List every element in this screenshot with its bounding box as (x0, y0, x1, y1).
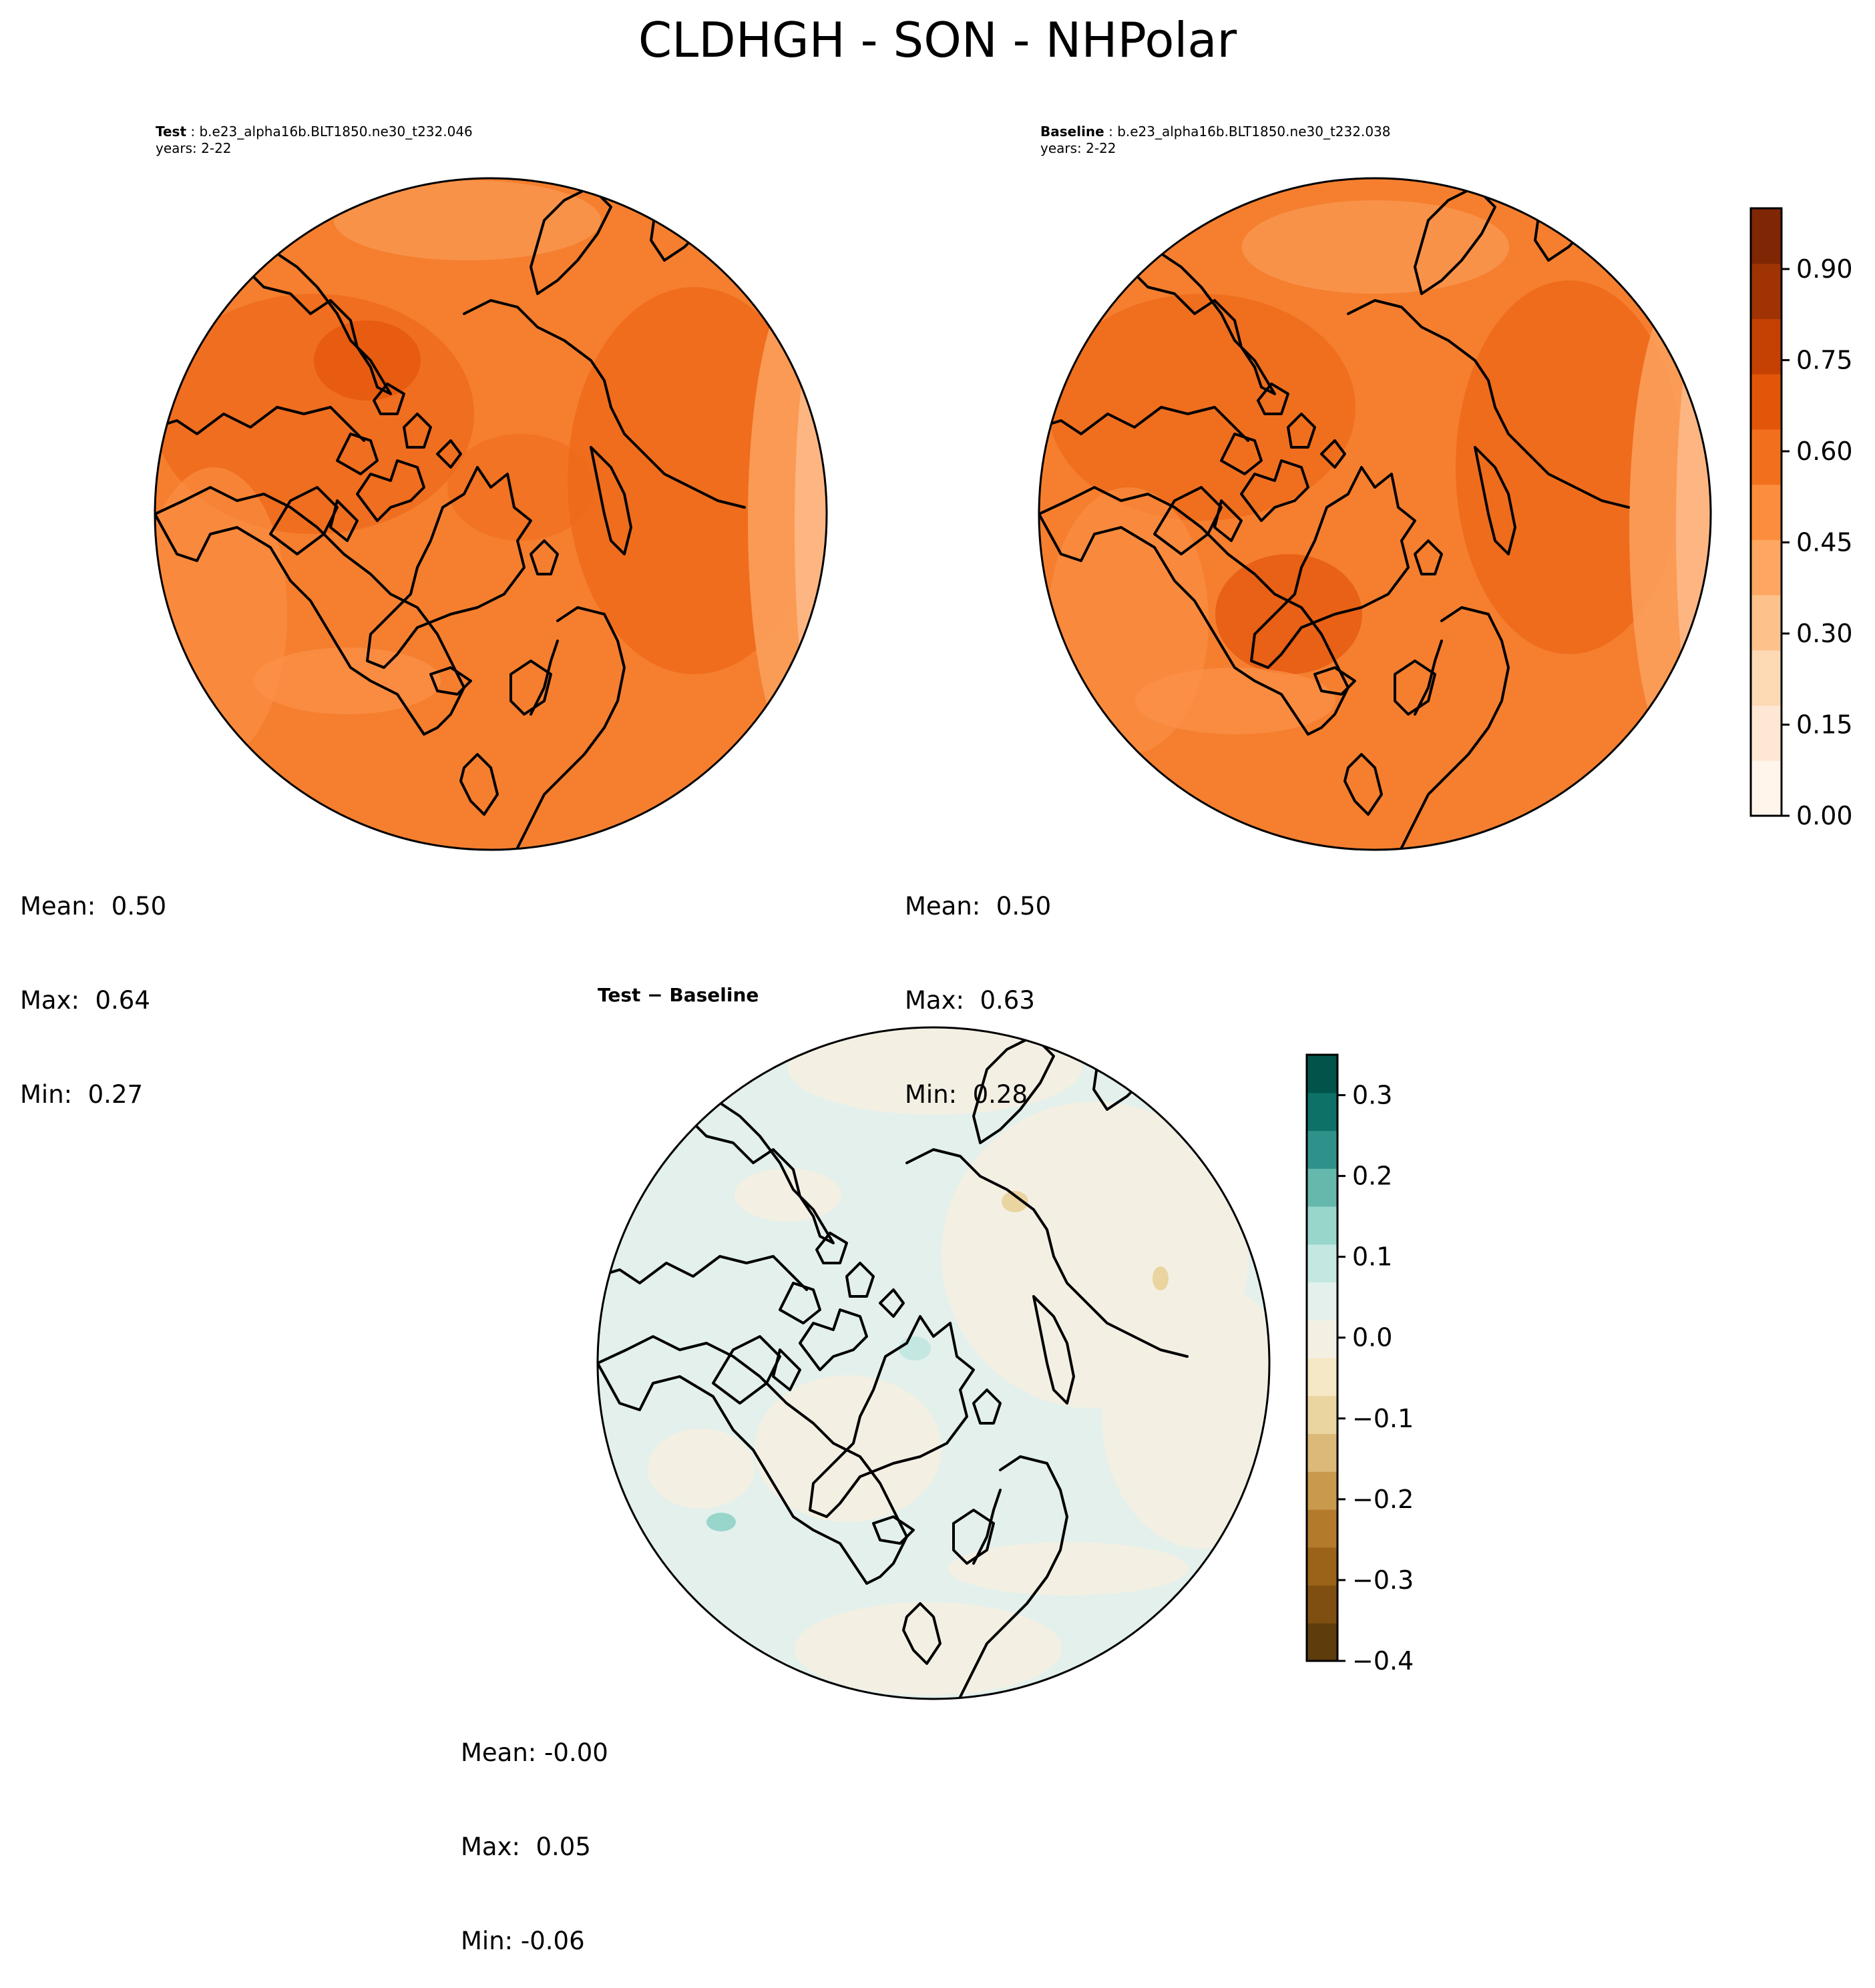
colorbar-main-color-step (1751, 650, 1782, 706)
colorbar-diff-color-step (1307, 1055, 1337, 1093)
test-years: years: 2-22 (156, 140, 232, 156)
diff-panel-header: Test − Baseline (598, 984, 759, 1006)
colorbar-diff-tick-label: −0.1 (1352, 1404, 1414, 1433)
colorbar-main-tick-label: 0.90 (1796, 254, 1853, 284)
test-mean: Mean: 0.50 (20, 892, 167, 921)
colorbar-main-tick-label: 0.30 (1796, 619, 1853, 648)
colorbar-main-color-step (1751, 539, 1782, 595)
colorbar-main-tick-label: 0.45 (1796, 528, 1853, 557)
colorbar-main-tick-label: 0.60 (1796, 437, 1853, 466)
colorbar-diff-color-step (1307, 1433, 1337, 1472)
colorbar-diff-color-step (1307, 1206, 1337, 1245)
colorbar-diff-color-step (1307, 1471, 1337, 1510)
test-panel-header: Test : b.e23_alpha16b.BLT1850.ne30_t232.… (156, 123, 473, 156)
colorbar-main-tick-label: 0.00 (1796, 801, 1853, 830)
colorbar-diff-tick-label: 0.3 (1352, 1081, 1392, 1110)
colorbar-diff-color-step (1307, 1547, 1337, 1586)
test-max: Max: 0.64 (20, 986, 150, 1015)
diff-map (596, 1026, 1271, 1700)
colorbar-main-tick-label: 0.15 (1796, 710, 1853, 740)
colorbar-main-color-step (1751, 484, 1782, 540)
colorbar-main-color-step (1751, 760, 1782, 816)
colorbar-diff-tick-label: −0.3 (1352, 1565, 1414, 1595)
colorbar-diff-color-step (1307, 1623, 1337, 1662)
colorbar-diff-tick-label: 0.0 (1352, 1323, 1392, 1352)
diff-max: Max: 0.05 (461, 1832, 591, 1861)
figure-title: CLDHGH - SON - NHPolar (638, 12, 1237, 68)
test-min: Min: 0.27 (20, 1080, 144, 1109)
baseline-case-name: b.e23_alpha16b.BLT1850.ne30_t232.038 (1117, 123, 1391, 140)
colorbar-main-frame (1749, 207, 1783, 817)
baseline-years: years: 2-22 (1040, 140, 1116, 156)
colorbar-main-tick-label: 0.75 (1796, 346, 1853, 375)
colorbar-diff-color-step (1307, 1320, 1337, 1358)
baseline-stats: Mean: 0.50 Max: 0.63 Min: 0.28 (905, 828, 1051, 1142)
colorbar-diff-frame (1305, 1053, 1339, 1662)
diff-min: Min: -0.06 (461, 1927, 585, 1955)
test-case-name: b.e23_alpha16b.BLT1850.ne30_t232.046 (199, 123, 473, 140)
colorbar-main-color-step (1751, 429, 1782, 485)
colorbar-diff-tick-label: −0.2 (1352, 1485, 1414, 1514)
colorbar-diff-color-step (1307, 1509, 1337, 1548)
baseline-map (1038, 177, 1712, 851)
colorbar-diff-tick-label: −0.4 (1352, 1646, 1414, 1676)
colorbar-diff-color-step (1307, 1358, 1337, 1397)
colorbar-main: 0.00 0.15 0.30 0.45 0.60 0.75 0.90 (1749, 207, 1853, 830)
colorbar-diff-color-step (1307, 1585, 1337, 1624)
test-label: Test (156, 123, 187, 140)
diff-stats: Mean: -0.00 Max: 0.05 Min: -0.06 (461, 1674, 608, 1988)
colorbar-main-color-step (1751, 374, 1782, 430)
colorbar-diff: −0.4 −0.3 −0.2 −0.1 0.0 0.1 0.2 0.3 (1305, 1053, 1414, 1676)
colorbar-main-color-step (1751, 595, 1782, 651)
test-stats: Mean: 0.50 Max: 0.64 Min: 0.27 (20, 828, 166, 1142)
colorbar-diff-color-step (1307, 1130, 1337, 1169)
colorbar-main-color-step (1751, 263, 1782, 320)
colorbar-main-color-step (1751, 318, 1782, 375)
colorbar-diff-tick-label: 0.1 (1352, 1242, 1392, 1272)
baseline-min: Min: 0.28 (905, 1080, 1028, 1109)
baseline-panel-header: Baseline : b.e23_alpha16b.BLT1850.ne30_t… (1040, 123, 1391, 156)
test-map (154, 177, 828, 851)
colorbar-main-color-step (1751, 705, 1782, 761)
baseline-mean: Mean: 0.50 (905, 892, 1052, 921)
colorbar-main-color-step (1751, 208, 1782, 264)
colorbar-diff-color-step (1307, 1168, 1337, 1207)
baseline-max: Max: 0.63 (905, 986, 1035, 1015)
diff-mean: Mean: -0.00 (461, 1738, 608, 1767)
colorbar-diff-tick-label: 0.2 (1352, 1162, 1392, 1191)
baseline-label: Baseline (1040, 123, 1104, 140)
colorbar-diff-color-step (1307, 1092, 1337, 1132)
colorbar-diff-color-step (1307, 1282, 1337, 1320)
colorbar-diff-color-step (1307, 1395, 1337, 1435)
figure-canvas: 0.000.150.300.450.600.750.90 −0.4−0.3−0.… (154, 177, 1853, 1700)
colorbar-diff-color-step (1307, 1244, 1337, 1283)
